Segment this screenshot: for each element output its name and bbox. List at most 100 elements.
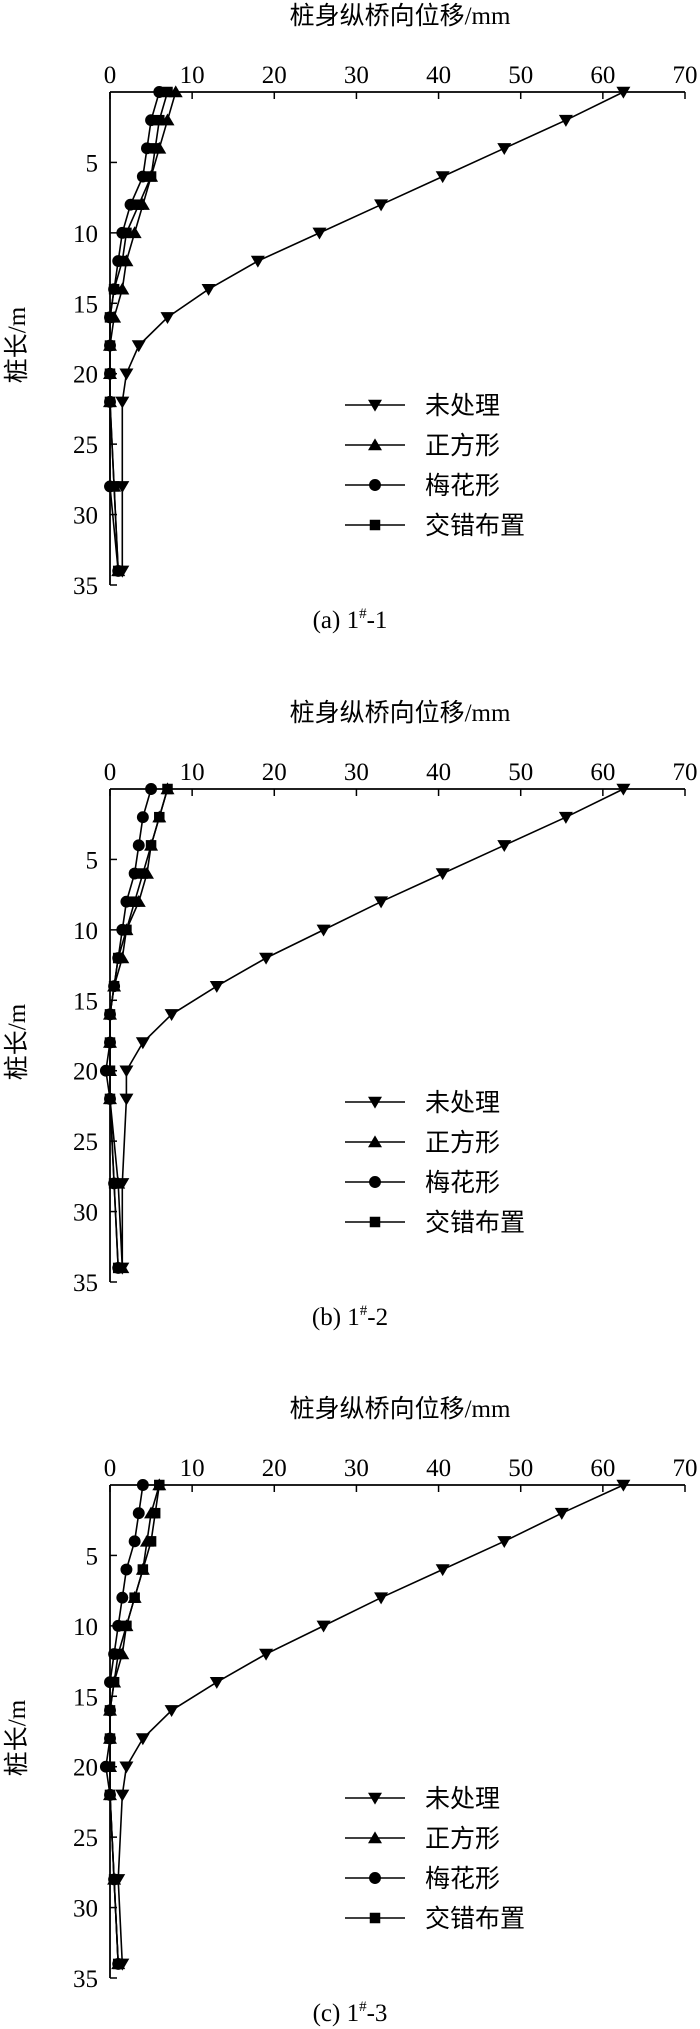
x-axis-title: 桩身纵桥向位移/mm	[290, 699, 511, 727]
legend-item: 交错布置	[345, 512, 525, 540]
data-point	[154, 1479, 165, 1491]
legend: 未处理 正方形 梅花形 交错布置	[345, 1089, 525, 1237]
legend-label: 正方形	[425, 1825, 500, 1853]
x-axis-title: 桩身纵桥向位移/mm	[290, 1395, 511, 1423]
legend-item: 梅花形	[345, 1865, 500, 1893]
data-point	[135, 1733, 150, 1746]
legend-symbol	[369, 1176, 381, 1188]
x-tick-label: 40	[426, 759, 451, 786]
series-group	[99, 1478, 631, 1971]
data-point	[558, 114, 573, 127]
data-point	[112, 1262, 124, 1274]
x-tick-label: 40	[426, 1455, 451, 1482]
legend-symbol	[369, 519, 381, 531]
data-point	[616, 86, 631, 99]
series-line	[105, 1484, 144, 1964]
series-line	[109, 788, 169, 1268]
y-tick-label: 25	[73, 432, 98, 459]
legend-marker	[369, 1216, 381, 1228]
x-tick-label: 70	[673, 62, 698, 89]
data-point	[108, 283, 120, 295]
data-point	[209, 1676, 224, 1689]
y-tick-label: 35	[73, 1966, 98, 1993]
data-point	[112, 1958, 124, 1970]
legend-label: 梅花形	[425, 1865, 500, 1893]
legend-symbol	[368, 1135, 382, 1148]
data-point	[119, 1065, 134, 1078]
y-tick-label: 10	[73, 918, 98, 945]
data-point	[104, 1009, 116, 1020]
data-point	[435, 171, 450, 184]
data-point	[115, 396, 130, 409]
legend-item: 交错布置	[345, 1905, 525, 1933]
data-point	[108, 1178, 120, 1189]
data-point	[374, 1592, 389, 1605]
x-tick-label: 70	[673, 1455, 698, 1482]
panel-caption: (a) 1#-1	[313, 606, 388, 634]
tick-labels: 0 10 20 30 40 50 60 70 5 10 15 20 25 30 35	[73, 759, 698, 1297]
data-point	[119, 368, 134, 381]
data-point	[104, 1037, 116, 1048]
data-point	[164, 1009, 179, 1022]
data-point	[131, 340, 146, 353]
y-axis-title: 桩长/m	[3, 1003, 31, 1080]
legend-symbol	[369, 479, 381, 491]
tick-marks	[109, 1485, 686, 1979]
y-tick-label: 20	[73, 362, 98, 389]
data-point	[201, 283, 216, 296]
legend-label: 梅花形	[425, 1169, 500, 1197]
x-tick-label: 60	[590, 1455, 615, 1482]
legend-item: 正方形	[345, 432, 500, 460]
legend: 未处理 正方形 梅花形 交错布置	[345, 392, 525, 540]
data-point	[132, 839, 145, 852]
y-tick-label: 20	[73, 1059, 98, 1086]
x-tick-label: 30	[344, 759, 369, 786]
y-tick-label: 35	[73, 573, 98, 600]
x-tick-label: 20	[262, 1455, 287, 1482]
chart-panel-a: 桩身纵桥向位移/mm 桩长/m 0 10 20 30 40 50 60 70 5 10 15 20 25…	[3, 2, 698, 634]
y-tick-label: 30	[73, 1896, 98, 1923]
data-point	[162, 783, 173, 795]
legend-marker	[368, 1831, 382, 1844]
data-point	[154, 114, 165, 126]
x-tick-label: 0	[104, 759, 117, 786]
x-tick-label: 20	[262, 62, 287, 89]
legend-label: 交错布置	[425, 512, 525, 540]
data-point	[136, 811, 149, 824]
data-point	[312, 227, 327, 240]
data-point	[497, 143, 512, 155]
data-point	[164, 1705, 179, 1718]
y-tick-label: 35	[73, 1270, 98, 1297]
legend-symbol	[368, 438, 382, 451]
data-point	[104, 396, 116, 408]
x-tick-label: 30	[344, 62, 369, 89]
x-tick-label: 30	[344, 1455, 369, 1482]
series-line	[105, 788, 152, 1268]
x-axis-title: 桩身纵桥向位移/mm	[290, 2, 511, 30]
panel-caption: (c) 1#-3	[313, 1999, 388, 2027]
data-point	[121, 924, 132, 936]
data-point	[435, 1564, 450, 1577]
data-point	[145, 1536, 157, 1547]
data-point	[116, 1591, 129, 1604]
x-tick-label: 50	[508, 1455, 533, 1482]
series-line	[121, 91, 624, 571]
legend-label: 正方形	[425, 1129, 500, 1157]
legend-label: 未处理	[425, 392, 500, 420]
data-point	[137, 868, 149, 879]
x-tick-label: 0	[104, 1455, 117, 1482]
series-line	[109, 1484, 161, 1964]
legend-item: 梅花形	[345, 472, 500, 500]
data-point	[104, 368, 116, 379]
data-point	[117, 255, 128, 267]
data-point	[259, 952, 274, 965]
legend-marker	[368, 1135, 382, 1148]
legend-marker	[369, 479, 381, 491]
data-point	[112, 952, 124, 964]
series-line	[117, 1484, 624, 1964]
data-point	[119, 1093, 134, 1106]
tick-marks	[109, 92, 686, 586]
data-point	[104, 1705, 116, 1716]
legend-symbol	[368, 1831, 382, 1844]
data-point	[129, 1592, 140, 1603]
